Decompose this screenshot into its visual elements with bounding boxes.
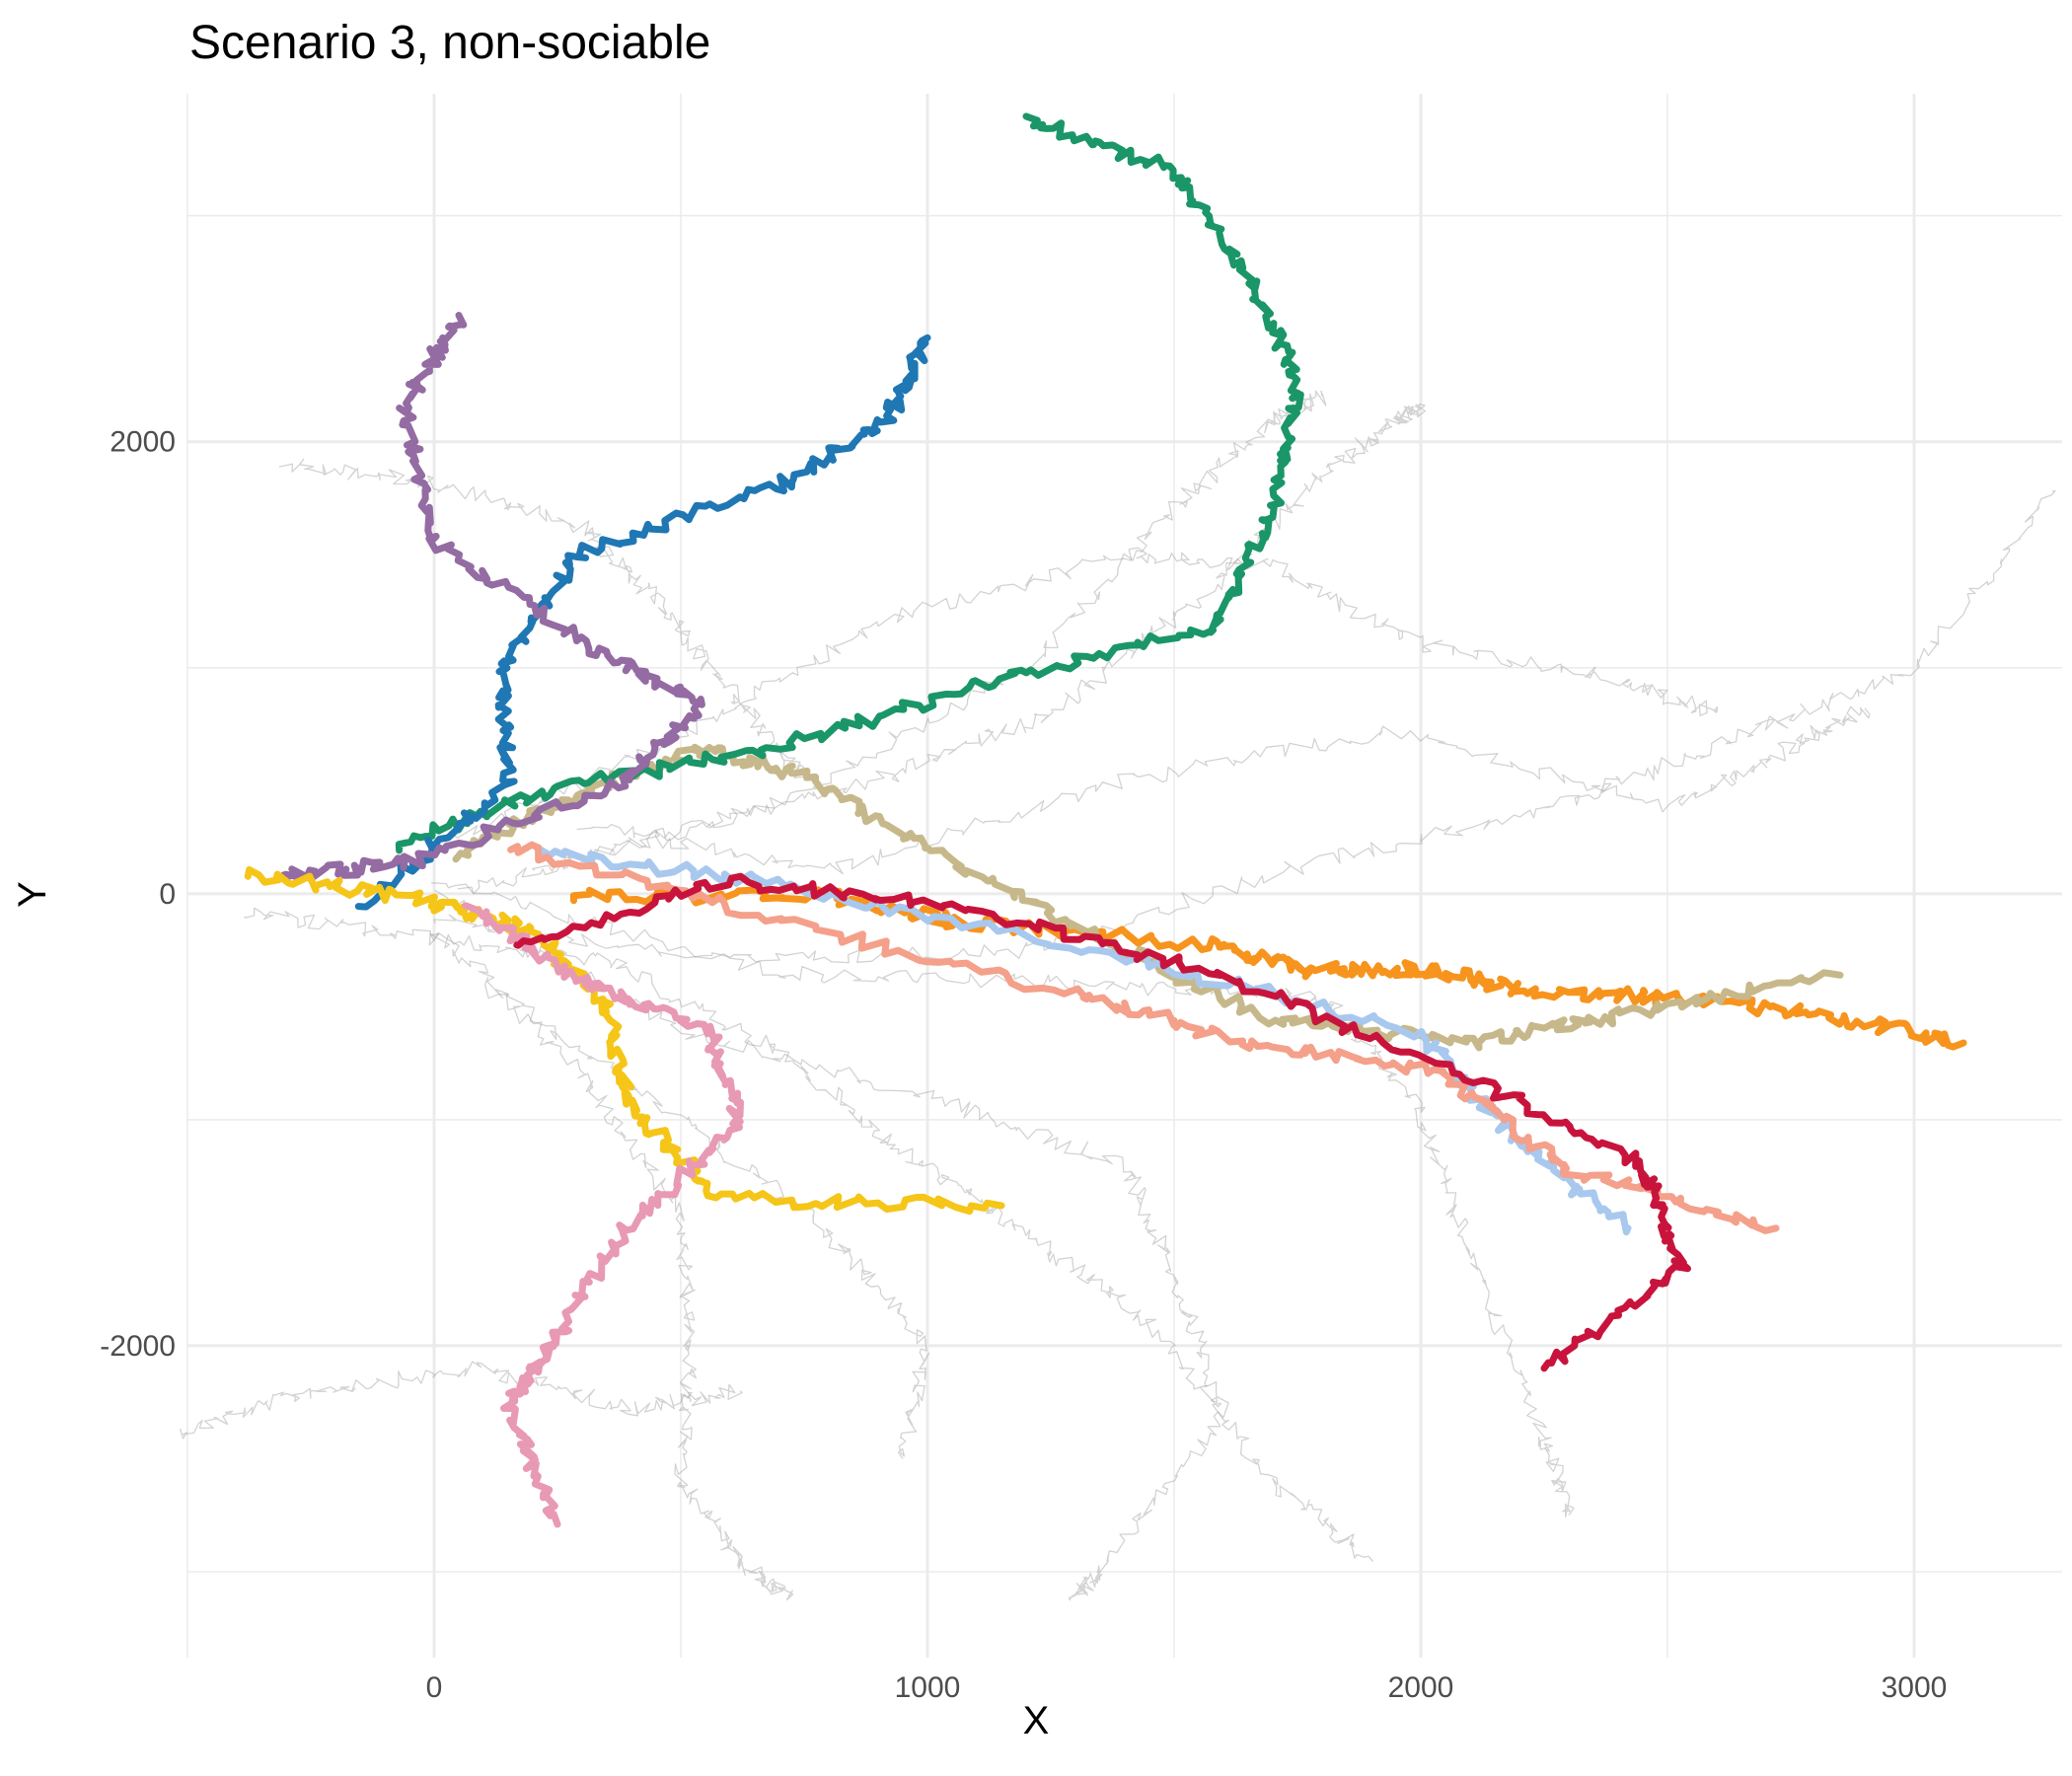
background-trajectory [179, 1361, 743, 1440]
x-tick-label: 0 [426, 1671, 443, 1704]
background-trajectory [457, 403, 1426, 895]
highlighted-trajectory [513, 872, 1691, 1372]
y-tick-label: 2000 [110, 426, 176, 459]
background-trajectory [430, 547, 1719, 853]
y-tick-label: -2000 [100, 1330, 176, 1363]
background-trajectory [433, 489, 2056, 964]
highlighted-trajectory [507, 841, 1780, 1234]
background-trajectory [429, 931, 794, 1601]
highlighted-trajectory [354, 333, 931, 911]
chart-title: Scenario 3, non-sociable [189, 17, 711, 69]
x-tick-label: 1000 [895, 1671, 961, 1704]
background-trajectory [244, 907, 1373, 1562]
x-tick-label: 3000 [1882, 1671, 1948, 1704]
background-trajectory [430, 882, 1575, 1517]
highlighted-trajectory [244, 865, 1005, 1216]
background-trajectory [576, 705, 1871, 875]
background-trajectory [531, 390, 1327, 872]
y-axis-title: Y [10, 881, 54, 908]
highlighted-trajectory [395, 112, 1304, 854]
highlighted-trajectory [280, 312, 705, 882]
x-axis-title: X [1022, 1699, 1050, 1742]
background-trajectory [434, 889, 1229, 1601]
highlighted-trajectory [569, 886, 1967, 1051]
x-tick-label: 2000 [1388, 1671, 1454, 1704]
y-tick-label: 0 [159, 878, 176, 911]
highlighted-trajectory [462, 902, 744, 1528]
